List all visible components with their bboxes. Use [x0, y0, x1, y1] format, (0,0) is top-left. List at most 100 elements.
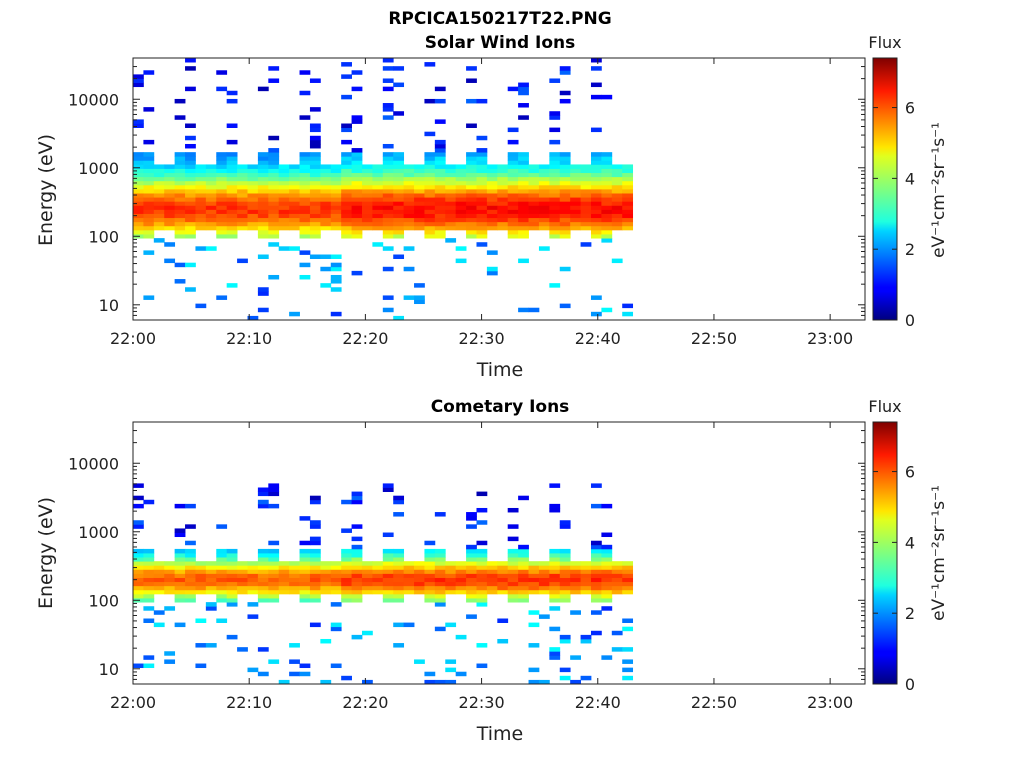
heatmap-cell	[143, 655, 155, 660]
heatmap-cell	[590, 94, 602, 100]
heatmap-cell	[226, 234, 238, 239]
heatmap-cell	[590, 225, 602, 231]
heatmap-cell	[601, 307, 613, 313]
heatmap-cell	[330, 581, 342, 587]
y-tick-label: 100	[88, 227, 119, 246]
heatmap-cell	[299, 225, 311, 231]
heatmap-cell	[205, 184, 217, 190]
heatmap-cell	[538, 189, 550, 194]
heatmap-cell	[622, 217, 634, 223]
heatmap-cell	[174, 565, 186, 570]
heatmap-cell	[278, 585, 290, 591]
heatmap-cell	[424, 213, 436, 219]
heatmap-cell	[580, 638, 592, 644]
heatmap-cell	[153, 238, 165, 243]
heatmap-cell	[497, 618, 509, 623]
heatmap-cell	[528, 679, 540, 685]
heatmap-cell	[590, 152, 602, 157]
heatmap-cell	[216, 205, 228, 210]
colorbar-tick-label: 0	[905, 311, 915, 330]
heatmap-cell	[351, 213, 363, 219]
heatmap-cell	[309, 581, 321, 587]
heatmap-cell	[247, 614, 259, 619]
heatmap-cell	[497, 209, 509, 214]
heatmap-cell	[133, 189, 144, 194]
heatmap-cell	[216, 598, 228, 603]
heatmap-cell	[611, 205, 623, 210]
heatmap-cell	[622, 209, 634, 214]
heatmap-cell	[518, 160, 529, 165]
heatmap-cell	[309, 585, 321, 591]
heatmap-cell	[528, 225, 540, 231]
heatmap-cell	[351, 201, 363, 206]
heatmap-cell	[164, 205, 176, 210]
heatmap-cell	[476, 193, 488, 198]
heatmap-cell	[320, 197, 332, 202]
heatmap-cell	[216, 221, 228, 227]
heatmap-cell	[538, 164, 550, 169]
heatmap-cell	[538, 168, 550, 174]
heatmap-cell	[580, 675, 592, 681]
x-tick-label: 22:30	[459, 693, 505, 712]
heatmap-cell	[174, 503, 186, 509]
heatmap-cell	[590, 593, 602, 599]
heatmap-cell	[393, 213, 405, 219]
heatmap-cell	[611, 561, 623, 566]
heatmap-cell	[237, 647, 248, 652]
heatmap-cell	[237, 176, 248, 182]
y-tick-label: 100	[88, 591, 119, 610]
y-tick-label: 1000	[78, 523, 119, 542]
heatmap-cell	[330, 262, 342, 268]
heatmap-cell	[268, 593, 280, 599]
heatmap-cell	[580, 225, 592, 231]
heatmap-cell	[320, 213, 332, 219]
heatmap-cell	[133, 74, 144, 79]
heatmap-cell	[257, 291, 269, 296]
heatmap-cell	[455, 197, 467, 202]
heatmap-cell	[299, 184, 311, 190]
heatmap-cell	[185, 548, 196, 554]
heatmap-cell	[320, 164, 332, 169]
heatmap-cell	[476, 221, 488, 227]
heatmap-cell	[143, 577, 155, 583]
heatmap-cell	[549, 548, 561, 554]
heatmap-cell	[466, 524, 477, 529]
heatmap-cell	[434, 193, 446, 198]
heatmap-cell	[590, 156, 602, 161]
heatmap-cell	[351, 598, 363, 603]
colorbar-tick-label: 0	[905, 675, 915, 694]
heatmap-cell	[289, 573, 300, 578]
heatmap-cell	[590, 311, 602, 317]
heatmap-cell	[257, 254, 269, 259]
heatmap-cell	[559, 266, 571, 272]
heatmap-cell	[538, 577, 550, 583]
heatmap-cell	[226, 602, 238, 607]
heatmap-cell	[299, 577, 311, 583]
heatmap-cell	[143, 197, 155, 202]
heatmap-cell	[372, 589, 384, 595]
heatmap-cell	[289, 201, 300, 206]
heatmap-cell	[278, 201, 290, 206]
cometary-ions-panel: Cometary Ions 22:00 22:10 22:20 22:30 22:40 2…	[35, 397, 949, 745]
heatmap-cell	[549, 507, 561, 513]
heatmap-cell	[476, 217, 488, 223]
heatmap-cell	[393, 164, 405, 169]
heatmap-cell	[528, 180, 540, 186]
heatmap-cell	[611, 221, 623, 227]
heatmap-cell	[549, 168, 561, 174]
heatmap-cell	[133, 152, 144, 157]
heatmap-cell	[601, 193, 613, 198]
heatmap-cell	[445, 193, 457, 198]
heatmap-cell	[289, 585, 300, 591]
heatmap-cell	[185, 168, 196, 174]
heatmap-cell	[549, 205, 561, 210]
heatmap-cell	[330, 577, 342, 583]
heatmap-cell	[549, 483, 561, 488]
heatmap-cell	[299, 229, 311, 235]
heatmap-cell	[466, 193, 477, 198]
heatmap-cell	[393, 598, 405, 603]
figure-title: RPCICA150217T22.PNG	[388, 9, 611, 29]
heatmap-cell	[549, 655, 561, 660]
heatmap-cell	[361, 630, 373, 636]
heatmap-cell	[174, 98, 186, 104]
